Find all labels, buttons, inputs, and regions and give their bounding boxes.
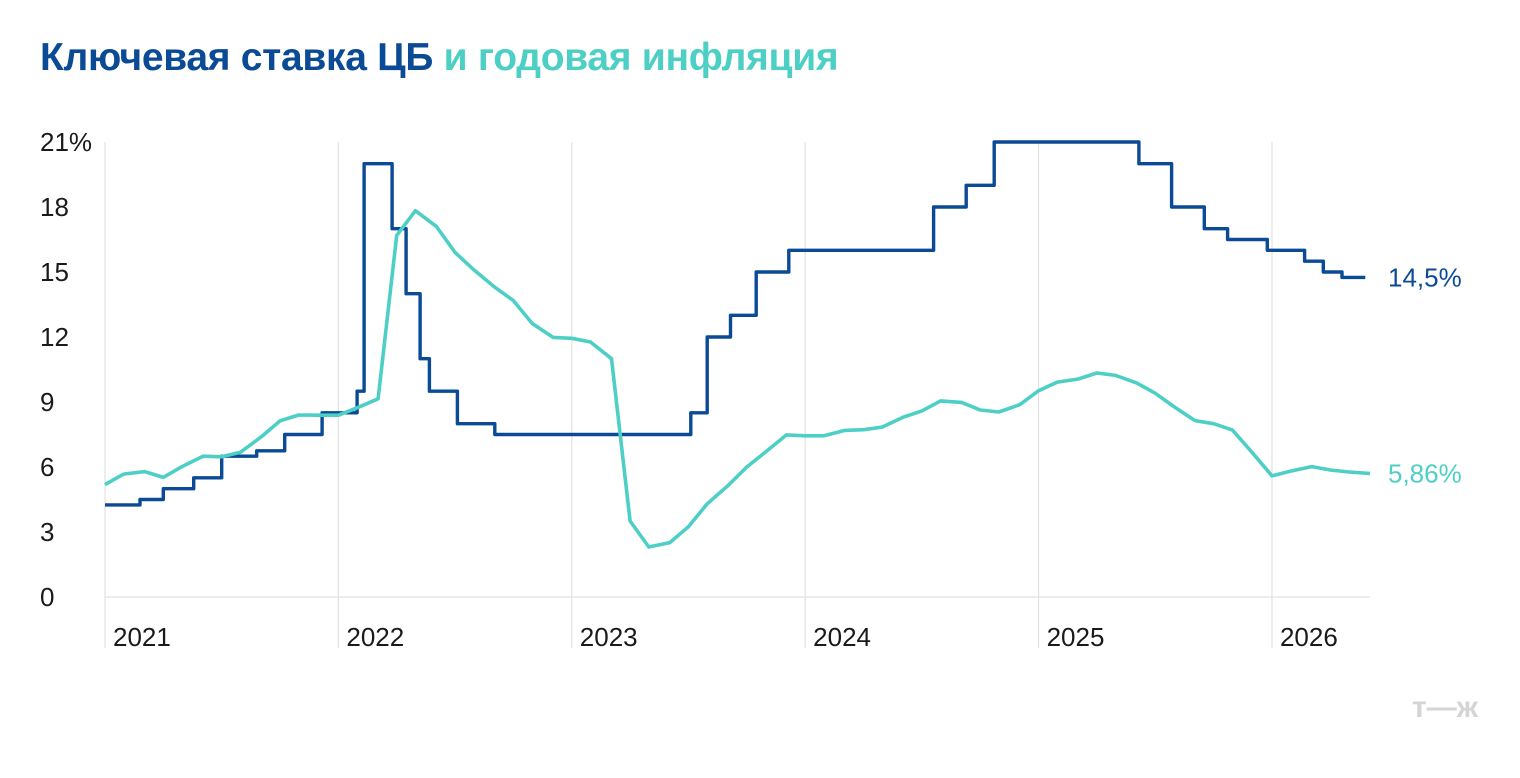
inflation-series-line: [104, 208, 1371, 549]
grid-layer: [104, 142, 1370, 648]
inflation-end-label: 5,86%: [1388, 459, 1462, 489]
x-tick-label-3: 2024: [813, 622, 871, 652]
x-tick-label-2: 2023: [580, 622, 638, 652]
end-labels: 14,5% 5,86%: [1388, 262, 1462, 488]
x-tick-label-0: 2021: [113, 622, 171, 652]
y-tick-label-3: 9: [40, 387, 54, 417]
y-tick-label-7: 21%: [40, 127, 92, 157]
rate-end-label: 14,5%: [1388, 262, 1462, 292]
y-tick-label-4: 12: [40, 322, 69, 352]
y-tick-label-0: 0: [40, 582, 54, 612]
x-tick-label-4: 2025: [1047, 622, 1105, 652]
y-axis: 0 3 6 9 12 15 18 21%: [40, 127, 92, 612]
title-inflation-part: и годовая инфляция: [433, 36, 839, 79]
chart-title: Ключевая ставка ЦБ и годовая инфляция: [40, 36, 839, 80]
title-rate-part: Ключевая ставка ЦБ: [40, 36, 434, 79]
y-tick-label-6: 18: [40, 192, 69, 222]
x-tick-label-1: 2022: [346, 622, 404, 652]
tzh-logo: т—ж: [1412, 691, 1479, 724]
y-tick-label-1: 3: [40, 517, 54, 547]
rate-series-line: [105, 140, 1366, 507]
x-axis: 2021 2022 2023 2024 2025 2026: [113, 622, 1338, 652]
x-tick-label-5: 2026: [1280, 622, 1338, 652]
series-layer: [104, 140, 1371, 549]
y-tick-label-2: 6: [40, 452, 54, 482]
y-tick-label-5: 15: [40, 257, 69, 287]
